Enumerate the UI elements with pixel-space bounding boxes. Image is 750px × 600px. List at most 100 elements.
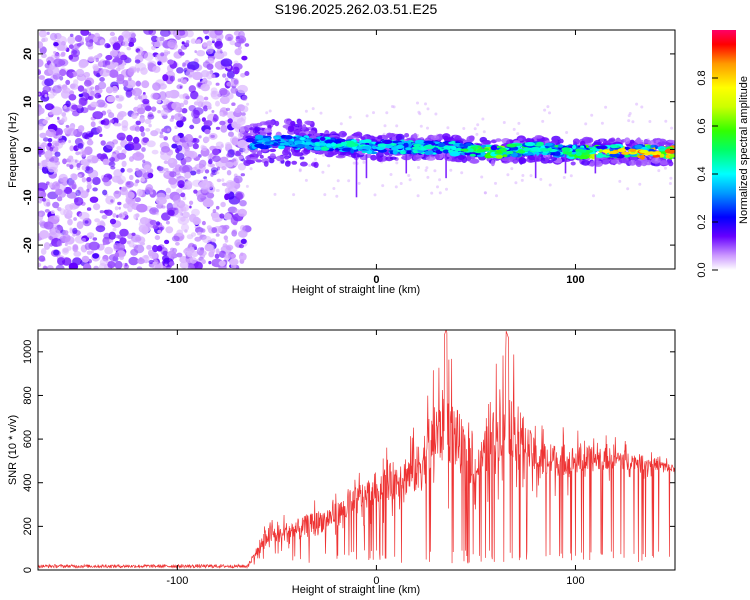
noise-blob [86,183,92,190]
noise-blob [176,188,183,194]
track-peak [468,148,474,153]
noise-blob [192,116,201,125]
noise-blob [502,121,506,124]
noise-blob [82,132,89,139]
track-blob [669,154,675,158]
noise-blob [57,257,66,266]
noise-blob [86,232,95,239]
figure-title: S196.2025.262.03.51.E25 [275,1,438,17]
noise-blob [234,150,241,157]
noise-blob [292,193,296,197]
noise-blob [38,30,47,38]
noise-blob [110,119,114,124]
noise-blob [70,48,80,58]
noise-blob [68,44,74,49]
track-blob [572,144,577,150]
noise-blob [90,121,96,128]
noise-blob [365,114,369,118]
noise-blob [210,134,215,138]
noise-blob [357,181,361,185]
noise-blob [80,30,90,36]
spectrogram-marks [38,30,675,269]
noise-blob [226,170,232,176]
noise-blob [229,258,239,266]
noise-blob [235,192,244,201]
track-blob [558,144,564,148]
noise-blob [63,105,67,109]
noise-blob [546,105,550,109]
noise-blob [562,176,566,179]
noise-blob [181,108,188,114]
noise-blob [381,184,385,188]
noise-blob [176,120,184,128]
noise-blob [58,173,68,183]
track-blob [506,143,517,148]
noise-blob [390,105,394,108]
track-blob [639,154,645,160]
track-blob [442,133,451,141]
noise-blob [141,225,149,235]
noise-blob [83,263,92,269]
noise-blob [93,265,99,269]
noise-blob [417,166,420,169]
snr-y-ticks: 0 200 400 600 800 1000 [22,340,675,573]
noise-blob [222,243,228,248]
noise-blob [460,171,464,175]
track-blob [392,149,398,155]
track-blob [304,120,312,125]
noise-blob [135,179,140,184]
noise-blob [181,79,188,85]
noise-blob [239,200,247,207]
noise-blob [517,121,521,125]
noise-blob [179,94,185,99]
noise-blob [87,56,95,62]
track-blob [370,154,377,161]
noise-blob [219,111,224,117]
track-blob [310,138,320,143]
noise-blob [395,161,399,165]
noise-blob [85,165,90,171]
noise-blob [81,255,90,263]
noise-blob [237,123,241,127]
noise-blob [42,119,48,125]
track-blob [284,156,289,160]
noise-blob [197,231,202,236]
track-peak [405,147,412,151]
noise-blob [225,142,232,148]
noise-blob [529,174,533,178]
noise-blob [203,105,208,112]
noise-blob [226,81,233,87]
noise-blob [201,259,206,265]
noise-blob [231,137,239,146]
noise-blob [221,166,227,171]
noise-blob [72,227,78,235]
track-blob [589,160,595,167]
noise-blob [96,99,106,108]
track-peak [411,146,422,150]
track-peak [413,143,422,147]
track-peak [546,147,553,152]
snr-x-ticks: -100 0 100 [166,330,585,587]
track-blob [595,154,604,158]
track-blob [278,145,285,150]
noise-blob [80,158,88,166]
noise-blob [53,58,64,67]
track-blob [293,130,302,134]
noise-blob [54,151,61,157]
noise-blob [99,133,103,137]
noise-blob [221,182,227,187]
noise-blob [221,178,225,182]
noise-blob [153,40,163,48]
noise-blob [143,52,154,61]
noise-blob [104,246,114,255]
noise-blob [90,90,95,96]
noise-blob [146,140,156,148]
noise-blob [120,54,128,61]
track-blob [287,125,295,133]
noise-blob [74,197,84,206]
noise-blob [104,43,111,49]
noise-blob [95,225,106,233]
track-blob [534,144,544,147]
track-peak [423,144,434,150]
noise-blob [189,257,197,264]
